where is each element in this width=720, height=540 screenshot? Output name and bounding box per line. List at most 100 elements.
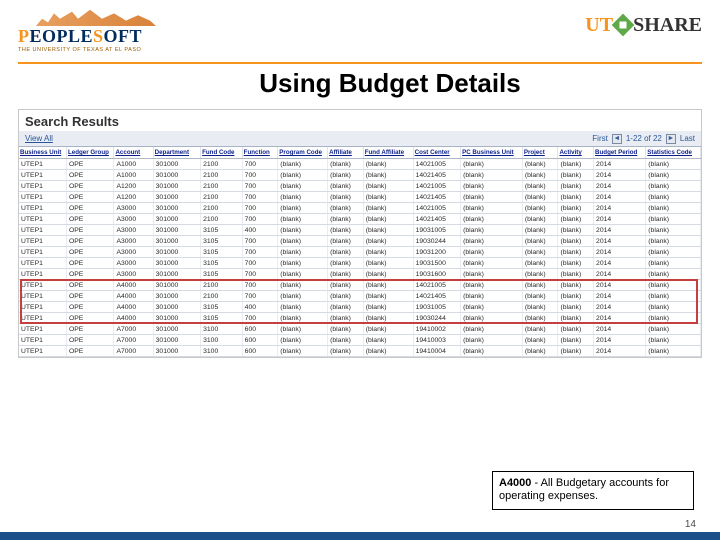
column-header[interactable]: Project bbox=[522, 147, 558, 159]
table-cell: 19031005 bbox=[413, 225, 460, 236]
column-header[interactable]: Program Code bbox=[278, 147, 328, 159]
table-cell: 19410002 bbox=[413, 324, 460, 335]
table-row[interactable]: UTEP1OPEA30003010003105700(blank)(blank)… bbox=[19, 269, 701, 280]
table-cell: OPE bbox=[66, 269, 113, 280]
table-row[interactable]: UTEP1OPEA12003010002100700(blank)(blank)… bbox=[19, 181, 701, 192]
pager-next-icon[interactable]: ► bbox=[666, 134, 676, 144]
table-cell: 700 bbox=[242, 203, 278, 214]
column-header[interactable]: Department bbox=[153, 147, 200, 159]
column-header[interactable]: Budget Period bbox=[594, 147, 646, 159]
table-cell: (blank) bbox=[461, 203, 523, 214]
table-cell: (blank) bbox=[646, 170, 701, 181]
column-header[interactable]: Affiliate bbox=[328, 147, 364, 159]
table-cell: A3000 bbox=[114, 203, 153, 214]
table-row[interactable]: UTEP1OPEA30003010003105400(blank)(blank)… bbox=[19, 225, 701, 236]
table-cell: (blank) bbox=[363, 313, 413, 324]
pager-last[interactable]: Last bbox=[680, 134, 695, 143]
table-row[interactable]: UTEP1OPEA40003010003105400(blank)(blank)… bbox=[19, 302, 701, 313]
column-header[interactable]: Fund Code bbox=[201, 147, 243, 159]
table-cell: (blank) bbox=[278, 203, 328, 214]
table-row[interactable]: UTEP1OPEA30003010002100700(blank)(blank)… bbox=[19, 203, 701, 214]
table-row[interactable]: UTEP1OPEA40003010003105700(blank)(blank)… bbox=[19, 313, 701, 324]
column-header[interactable]: Ledger Group bbox=[66, 147, 113, 159]
table-cell: 2100 bbox=[201, 214, 243, 225]
table-row[interactable]: UTEP1OPEA70003010003100600(blank)(blank)… bbox=[19, 335, 701, 346]
table-cell: (blank) bbox=[278, 225, 328, 236]
table-cell: 2014 bbox=[594, 313, 646, 324]
column-header[interactable]: Fund Affiliate bbox=[363, 147, 413, 159]
logo-subtitle: THE UNIVERSITY OF TEXAS AT EL PASO bbox=[18, 47, 218, 53]
table-cell: 19030244 bbox=[413, 313, 460, 324]
table-cell: 19030244 bbox=[413, 236, 460, 247]
table-cell: 2014 bbox=[594, 159, 646, 170]
table-cell: (blank) bbox=[646, 324, 701, 335]
column-header[interactable]: Activity bbox=[558, 147, 594, 159]
column-header[interactable]: Business Unit bbox=[19, 147, 66, 159]
table-cell: (blank) bbox=[461, 269, 523, 280]
table-row[interactable]: UTEP1OPEA12003010002100700(blank)(blank)… bbox=[19, 192, 701, 203]
table-cell: (blank) bbox=[363, 236, 413, 247]
table-cell: 2100 bbox=[201, 159, 243, 170]
table-row[interactable]: UTEP1OPEA10003010002100700(blank)(blank)… bbox=[19, 170, 701, 181]
table-row[interactable]: UTEP1OPEA70003010003100600(blank)(blank)… bbox=[19, 346, 701, 357]
table-cell: (blank) bbox=[558, 247, 594, 258]
table-row[interactable]: UTEP1OPEA40003010002100700(blank)(blank)… bbox=[19, 291, 701, 302]
table-cell: 3105 bbox=[201, 302, 243, 313]
table-cell: (blank) bbox=[522, 302, 558, 313]
pager-prev-icon[interactable]: ◄ bbox=[612, 134, 622, 144]
table-cell: 2014 bbox=[594, 170, 646, 181]
table-cell: (blank) bbox=[646, 269, 701, 280]
table-cell: (blank) bbox=[278, 236, 328, 247]
table-cell: A3000 bbox=[114, 225, 153, 236]
table-row[interactable]: UTEP1OPEA30003010003105700(blank)(blank)… bbox=[19, 258, 701, 269]
table-cell: A1000 bbox=[114, 159, 153, 170]
table-cell: (blank) bbox=[278, 335, 328, 346]
table-row[interactable]: UTEP1OPEA40003010002100700(blank)(blank)… bbox=[19, 280, 701, 291]
table-cell: 3100 bbox=[201, 346, 243, 357]
view-all-link[interactable]: View All bbox=[25, 134, 53, 143]
column-header[interactable]: Account bbox=[114, 147, 153, 159]
table-cell: (blank) bbox=[363, 159, 413, 170]
table-cell: (blank) bbox=[522, 324, 558, 335]
table-cell: OPE bbox=[66, 192, 113, 203]
table-cell: OPE bbox=[66, 159, 113, 170]
table-cell: 600 bbox=[242, 346, 278, 357]
table-row[interactable]: UTEP1OPEA70003010003100600(blank)(blank)… bbox=[19, 324, 701, 335]
table-cell: 2100 bbox=[201, 181, 243, 192]
table-cell: (blank) bbox=[522, 280, 558, 291]
table-cell: (blank) bbox=[522, 236, 558, 247]
search-results-panel: Search Results View All First ◄ 1-22 of … bbox=[18, 109, 702, 358]
table-cell: A4000 bbox=[114, 302, 153, 313]
table-cell: (blank) bbox=[646, 258, 701, 269]
table-cell: UTEP1 bbox=[19, 225, 66, 236]
table-cell: (blank) bbox=[328, 236, 364, 247]
table-cell: (blank) bbox=[363, 192, 413, 203]
table-row[interactable]: UTEP1OPEA30003010002100700(blank)(blank)… bbox=[19, 214, 701, 225]
table-cell: (blank) bbox=[328, 335, 364, 346]
table-cell: (blank) bbox=[558, 302, 594, 313]
table-row[interactable]: UTEP1OPEA30003010003105700(blank)(blank)… bbox=[19, 247, 701, 258]
table-cell: OPE bbox=[66, 335, 113, 346]
table-cell: (blank) bbox=[278, 214, 328, 225]
table-cell: (blank) bbox=[328, 346, 364, 357]
table-cell: (blank) bbox=[278, 170, 328, 181]
column-header[interactable]: PC Business Unit bbox=[461, 147, 523, 159]
table-cell: (blank) bbox=[558, 335, 594, 346]
skyline-graphic bbox=[36, 8, 156, 26]
table-cell: 301000 bbox=[153, 225, 200, 236]
column-header[interactable]: Statistics Code bbox=[646, 147, 701, 159]
table-cell: 700 bbox=[242, 192, 278, 203]
pager-first[interactable]: First bbox=[592, 134, 608, 143]
table-row[interactable]: UTEP1OPEA30003010003105700(blank)(blank)… bbox=[19, 236, 701, 247]
table-cell: 3105 bbox=[201, 258, 243, 269]
table-cell: 700 bbox=[242, 247, 278, 258]
table-row[interactable]: UTEP1OPEA10003010002100700(blank)(blank)… bbox=[19, 159, 701, 170]
column-header[interactable]: Cost Center bbox=[413, 147, 460, 159]
table-cell: 19031500 bbox=[413, 258, 460, 269]
table-cell: (blank) bbox=[558, 236, 594, 247]
table-cell: 700 bbox=[242, 258, 278, 269]
table-cell: (blank) bbox=[461, 225, 523, 236]
table-cell: (blank) bbox=[558, 159, 594, 170]
column-header[interactable]: Function bbox=[242, 147, 278, 159]
table-cell: (blank) bbox=[278, 346, 328, 357]
